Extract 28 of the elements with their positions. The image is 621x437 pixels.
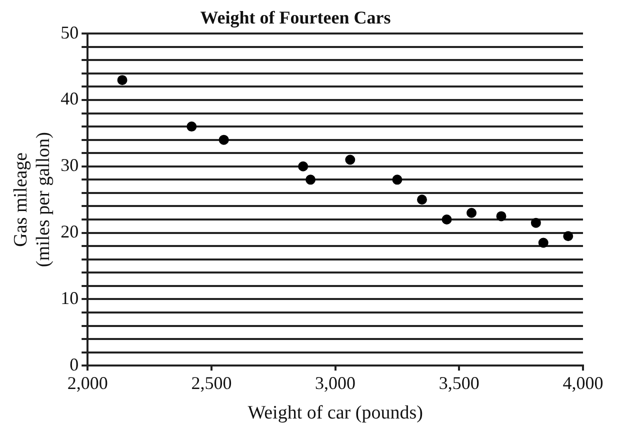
y-axis-title: Gas mileage (miles per gallon) [10, 132, 54, 268]
y-tick-label: 20 [60, 222, 79, 242]
point [416, 194, 427, 205]
point [496, 211, 506, 222]
x-tick-label: 2,500 [191, 373, 232, 394]
y-tick-label: 0 [70, 354, 79, 374]
point [298, 161, 308, 172]
y-tick-label: 30 [60, 155, 79, 176]
point [345, 154, 356, 165]
x-tick-label: 4,000 [562, 373, 604, 394]
point [392, 174, 402, 185]
point [186, 122, 197, 132]
point [117, 75, 128, 86]
point [442, 214, 452, 225]
point [530, 218, 541, 228]
y-tick-label: 10 [60, 288, 79, 308]
point [538, 238, 548, 248]
point [563, 231, 574, 242]
point [466, 208, 477, 218]
y-tick-label: 40 [60, 88, 79, 109]
chart-title: Weight of Fourteen Cars [200, 7, 391, 28]
y-tick-label: 50 [60, 22, 79, 42]
x-tick-label: 2,000 [67, 373, 108, 394]
point [218, 134, 229, 145]
x-tick-label: 3,000 [315, 373, 356, 394]
point [306, 174, 316, 185]
x-axis-title: Weight of car (pounds) [248, 402, 423, 424]
x-tick-label: 3,500 [438, 373, 480, 394]
